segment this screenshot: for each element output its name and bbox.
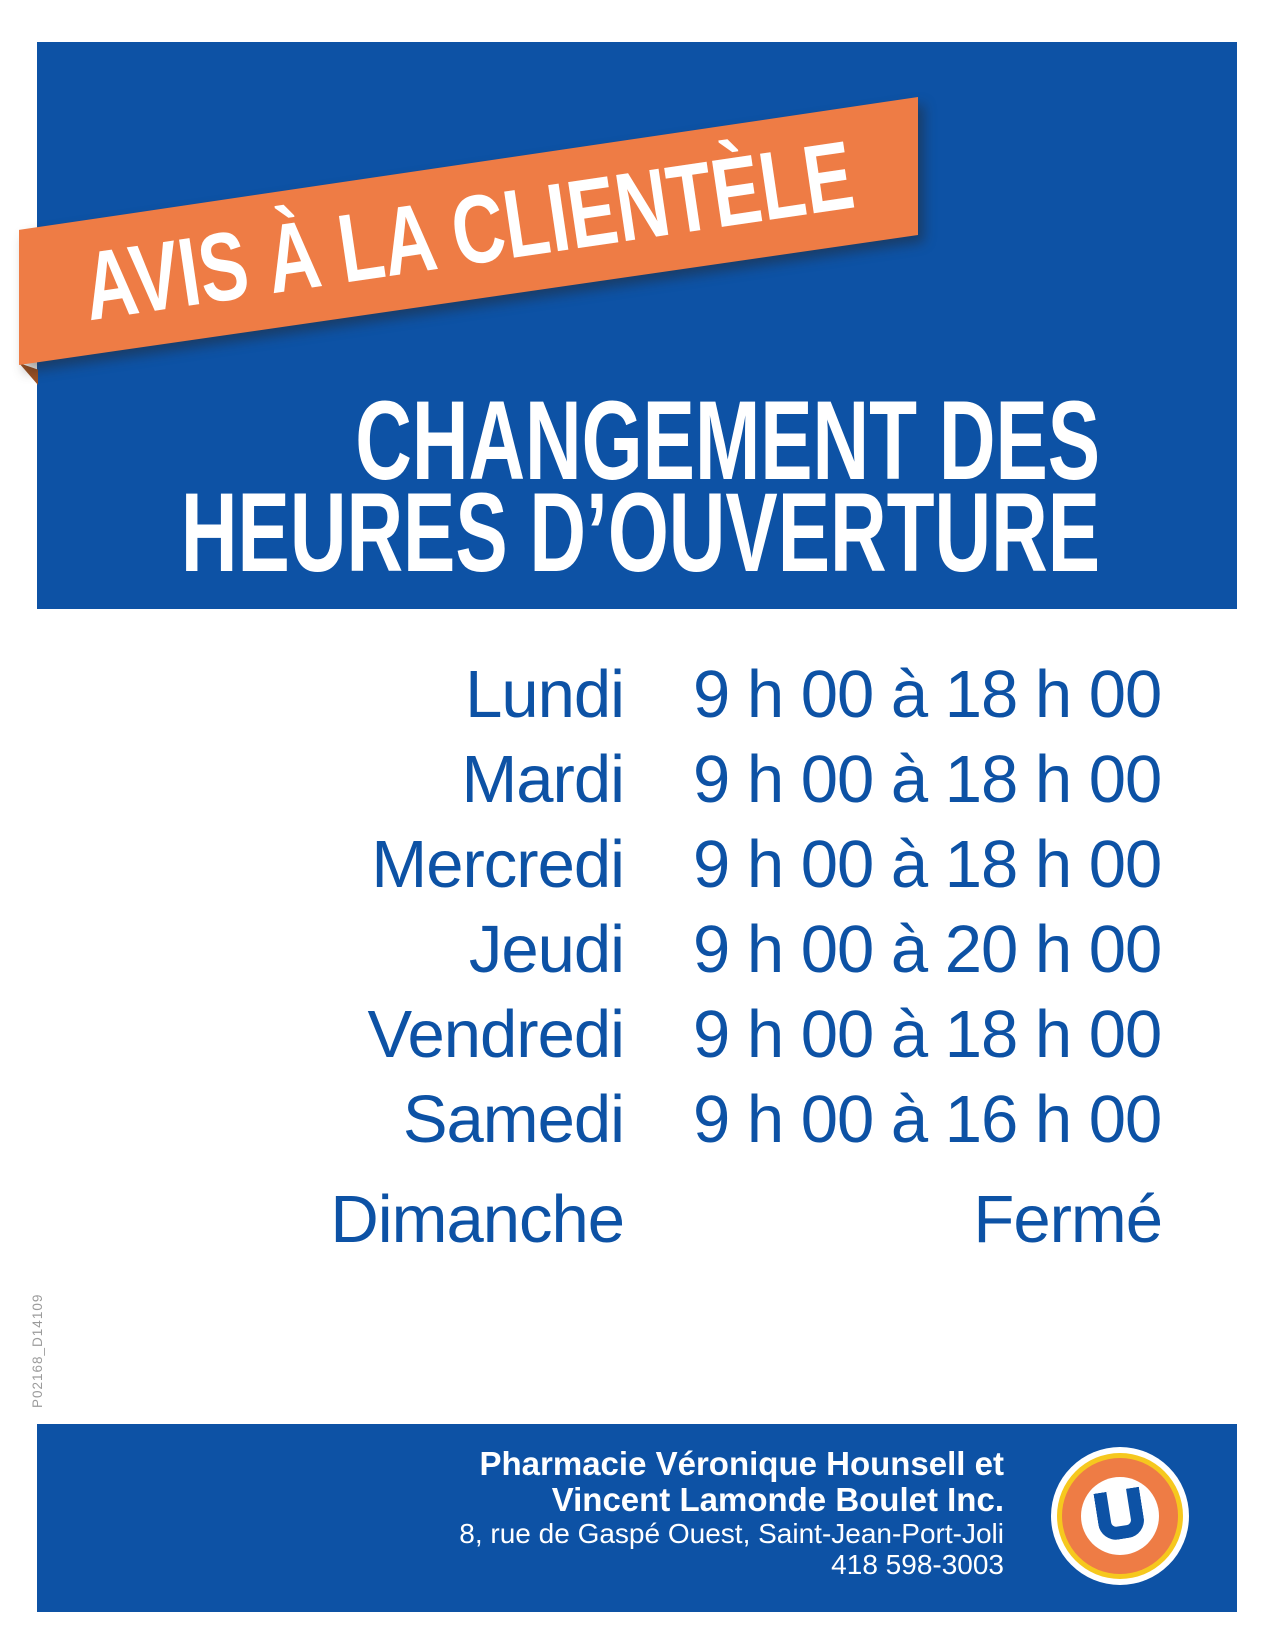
logo-u-letter: U xyxy=(1093,1486,1147,1542)
day-label: Lundi xyxy=(465,657,625,732)
pharmacy-address: 8, rue de Gaspé Ouest, Saint-Jean-Port-J… xyxy=(459,1518,1004,1549)
hours-value: 9 h 00 à 18 h 00 xyxy=(693,827,1162,902)
table-row: Samedi 9 h 00 à 16 h 00 xyxy=(100,1077,1162,1162)
pharmacy-name-line-1: Pharmacie Véronique Hounsell et xyxy=(479,1445,1005,1482)
logo-yellow-ring: U xyxy=(1057,1453,1183,1579)
ribbon-label: AVIS À LA CLIENTÈLE xyxy=(76,119,861,342)
pharmacy-info: Pharmacie Véronique Hounsell et Vincent … xyxy=(459,1445,1005,1581)
table-row: Dimanche Fermé xyxy=(100,1177,1163,1262)
hours-value: 9 h 00 à 18 h 00 xyxy=(693,657,1162,732)
page-title: CHANGEMENT DES HEURES D’OUVERTURE xyxy=(0,378,1100,595)
day-label: Mardi xyxy=(461,742,625,817)
day-label: Mercredi xyxy=(371,827,625,902)
print-code: P02168_D14109 xyxy=(30,1293,45,1408)
hours-value: 9 h 00 à 18 h 00 xyxy=(693,997,1162,1072)
hours-value: 9 h 00 à 16 h 00 xyxy=(693,1082,1162,1157)
hours-value: 9 h 00 à 18 h 00 xyxy=(693,742,1162,817)
pharmacy-phone: 418 598-3003 xyxy=(831,1549,1004,1580)
pharmacy-name-line-2: Vincent Lamonde Boulet Inc. xyxy=(551,1481,1004,1518)
table-row: Jeudi 9 h 00 à 20 h 00 xyxy=(100,907,1162,992)
logo-white-center: U xyxy=(1081,1477,1159,1555)
day-label: Vendredi xyxy=(367,997,626,1072)
day-label: Jeudi xyxy=(468,912,625,987)
table-row: Lundi 9 h 00 à 18 h 00 xyxy=(100,652,1162,737)
hours-value: Fermé xyxy=(973,1182,1163,1257)
table-row: Mardi 9 h 00 à 18 h 00 xyxy=(100,737,1162,822)
table-row: Mercredi 9 h 00 à 18 h 00 xyxy=(100,822,1162,907)
table-row: Vendredi 9 h 00 à 18 h 00 xyxy=(100,992,1163,1077)
ribbon-shape: AVIS À LA CLIENTÈLE xyxy=(19,97,918,365)
hours-table: Lundi 9 h 00 à 18 h 00 Mardi 9 h 00 à 18… xyxy=(100,652,1163,1262)
logo-orange-ring: U xyxy=(1062,1458,1178,1574)
title-line-2: HEURES D’OUVERTURE xyxy=(180,470,1100,595)
day-label: Dimanche xyxy=(330,1182,625,1257)
notice-ribbon: AVIS À LA CLIENTÈLE xyxy=(19,97,918,365)
title-line-1: CHANGEMENT DES xyxy=(355,378,1100,503)
footer-panel: Pharmacie Véronique Hounsell et Vincent … xyxy=(37,1424,1237,1612)
day-label: Samedi xyxy=(402,1082,625,1157)
ribbon-fold xyxy=(19,363,38,385)
uniprix-logo-icon: U xyxy=(1051,1447,1189,1585)
hours-value: 9 h 00 à 20 h 00 xyxy=(693,912,1162,987)
